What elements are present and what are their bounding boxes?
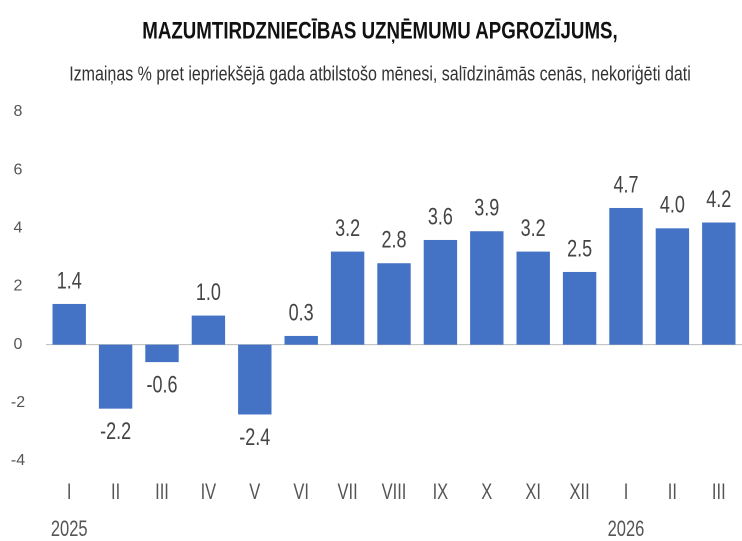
- bar: [609, 207, 643, 345]
- x-tick-label: V: [249, 480, 260, 505]
- y-tick-label: -4: [11, 452, 25, 469]
- bar: [238, 344, 272, 415]
- y-tick-label: -2: [11, 394, 25, 411]
- bar: [655, 228, 690, 345]
- value-label: -0.6: [146, 372, 177, 398]
- chart-title: MAZUMTIRDZNIECĪBAS UZŅĒMUMU APGROZĪJUMS,: [142, 17, 617, 44]
- bar: [145, 344, 179, 363]
- value-label: 2.8: [381, 227, 406, 253]
- value-label: -2.4: [239, 424, 270, 450]
- x-tick-label: XI: [525, 480, 541, 505]
- year-label: 2025: [51, 517, 88, 541]
- x-tick-label: III: [155, 480, 169, 505]
- y-tick-label: 8: [14, 103, 23, 120]
- value-label: 1.0: [196, 280, 221, 306]
- bar: [52, 303, 86, 345]
- value-label: -2.2: [100, 419, 131, 445]
- value-label: 0.3: [289, 300, 314, 326]
- bar: [98, 344, 133, 409]
- bar: [191, 315, 226, 345]
- x-tick-label: IV: [201, 480, 217, 505]
- value-label: 3.9: [474, 195, 499, 221]
- x-tick-label: XII: [570, 480, 590, 505]
- value-label: 3.2: [335, 216, 360, 242]
- year-label: 2026: [608, 517, 645, 541]
- bar: [470, 231, 504, 345]
- bar: [377, 263, 411, 345]
- chart-subtitle: Izmaiņas % pret iepriekšējā gada atbilst…: [69, 63, 691, 85]
- value-label: 2.5: [567, 236, 592, 262]
- bar: [284, 335, 318, 345]
- x-tick-label: VII: [338, 480, 358, 505]
- bar: [423, 239, 458, 345]
- y-tick-label: 0: [14, 336, 23, 353]
- x-tick-label: I: [67, 480, 72, 505]
- x-tick-label: III: [712, 480, 726, 505]
- value-label: 3.6: [428, 204, 453, 230]
- x-tick-label: II: [668, 480, 677, 505]
- bar: [702, 222, 736, 345]
- x-tick-label: IX: [433, 480, 449, 505]
- value-label: 4.7: [613, 172, 638, 198]
- x-tick-label: X: [481, 480, 492, 505]
- y-tick-label: 4: [14, 220, 23, 237]
- x-tick-label: VIII: [382, 480, 407, 505]
- bar: [562, 271, 597, 345]
- x-tick-label: VI: [293, 480, 309, 505]
- value-label: 4.2: [706, 186, 731, 212]
- y-tick-label: 6: [14, 161, 23, 178]
- bar: [516, 251, 550, 345]
- x-tick-label: I: [624, 480, 629, 505]
- value-label: 1.4: [57, 268, 82, 294]
- value-label: 4.0: [660, 192, 685, 218]
- y-tick-label: 2: [14, 278, 23, 295]
- value-label: 3.2: [521, 216, 546, 242]
- bar: [330, 251, 365, 345]
- x-tick-label: II: [111, 480, 120, 505]
